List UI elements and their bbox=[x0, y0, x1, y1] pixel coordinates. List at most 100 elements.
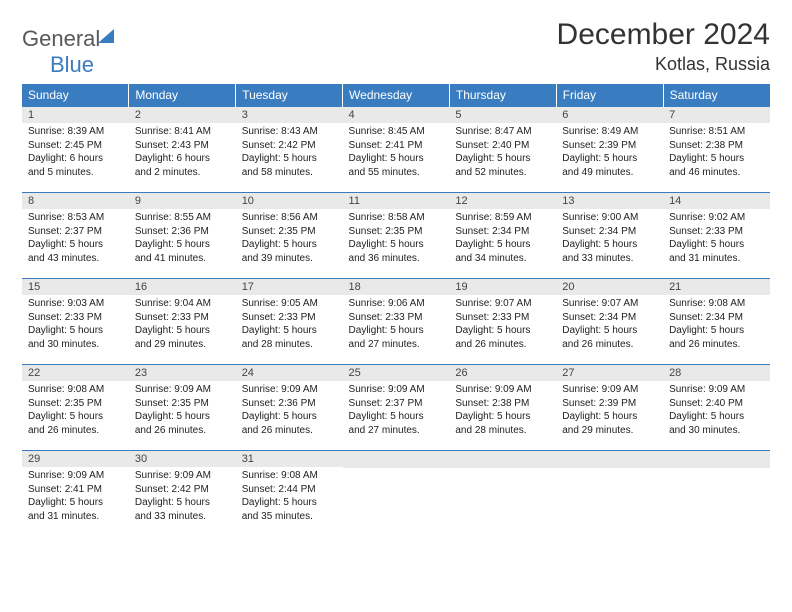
day-line: Daylight: 5 hours bbox=[28, 324, 123, 338]
day-body: Sunrise: 9:09 AMSunset: 2:38 PMDaylight:… bbox=[449, 381, 556, 441]
day-cell: 29Sunrise: 9:09 AMSunset: 2:41 PMDayligh… bbox=[22, 451, 129, 537]
calendar-page: General Blue December 2024 Kotlas, Russi… bbox=[0, 0, 792, 547]
day-line: Daylight: 5 hours bbox=[455, 410, 550, 424]
day-cell: 8Sunrise: 8:53 AMSunset: 2:37 PMDaylight… bbox=[22, 193, 129, 279]
day-number: 20 bbox=[556, 279, 663, 295]
calendar-row: 22Sunrise: 9:08 AMSunset: 2:35 PMDayligh… bbox=[22, 365, 770, 451]
month-title: December 2024 bbox=[557, 18, 770, 52]
day-cell: 14Sunrise: 9:02 AMSunset: 2:33 PMDayligh… bbox=[663, 193, 770, 279]
day-line: and 27 minutes. bbox=[349, 338, 444, 352]
day-line: Sunrise: 9:09 AM bbox=[242, 383, 337, 397]
day-number: 12 bbox=[449, 193, 556, 209]
logo-text-blue: Blue bbox=[50, 52, 94, 77]
day-number: 7 bbox=[663, 107, 770, 123]
day-line: Sunset: 2:36 PM bbox=[135, 225, 230, 239]
day-line: Sunset: 2:39 PM bbox=[562, 397, 657, 411]
day-cell: 19Sunrise: 9:07 AMSunset: 2:33 PMDayligh… bbox=[449, 279, 556, 365]
day-line: Daylight: 5 hours bbox=[242, 496, 337, 510]
day-line: and 30 minutes. bbox=[669, 424, 764, 438]
day-line: Sunrise: 9:08 AM bbox=[28, 383, 123, 397]
weekday-header: Saturday bbox=[663, 84, 770, 107]
day-number: 6 bbox=[556, 107, 663, 123]
day-number: 13 bbox=[556, 193, 663, 209]
day-cell: 16Sunrise: 9:04 AMSunset: 2:33 PMDayligh… bbox=[129, 279, 236, 365]
day-line: Sunset: 2:33 PM bbox=[28, 311, 123, 325]
day-line: Sunrise: 8:45 AM bbox=[349, 125, 444, 139]
day-line: Sunrise: 9:09 AM bbox=[455, 383, 550, 397]
day-line: Sunset: 2:41 PM bbox=[349, 139, 444, 153]
day-line: Daylight: 5 hours bbox=[562, 152, 657, 166]
day-line: and 46 minutes. bbox=[669, 166, 764, 180]
day-body: Sunrise: 9:09 AMSunset: 2:39 PMDaylight:… bbox=[556, 381, 663, 441]
day-line: Sunset: 2:33 PM bbox=[242, 311, 337, 325]
day-line: and 36 minutes. bbox=[349, 252, 444, 266]
day-number: 25 bbox=[343, 365, 450, 381]
day-number: 3 bbox=[236, 107, 343, 123]
weekday-header: Wednesday bbox=[343, 84, 450, 107]
day-line: Sunrise: 9:09 AM bbox=[135, 383, 230, 397]
day-line: Sunset: 2:34 PM bbox=[455, 225, 550, 239]
day-line: Daylight: 5 hours bbox=[669, 324, 764, 338]
day-number: 8 bbox=[22, 193, 129, 209]
day-line: Sunrise: 8:59 AM bbox=[455, 211, 550, 225]
day-number: 16 bbox=[129, 279, 236, 295]
day-line: and 27 minutes. bbox=[349, 424, 444, 438]
day-line: and 29 minutes. bbox=[135, 338, 230, 352]
day-line: Sunset: 2:43 PM bbox=[135, 139, 230, 153]
day-cell bbox=[556, 451, 663, 537]
day-number: 17 bbox=[236, 279, 343, 295]
day-cell: 11Sunrise: 8:58 AMSunset: 2:35 PMDayligh… bbox=[343, 193, 450, 279]
day-line: Sunrise: 9:03 AM bbox=[28, 297, 123, 311]
day-number: 24 bbox=[236, 365, 343, 381]
day-number: 10 bbox=[236, 193, 343, 209]
day-cell: 25Sunrise: 9:09 AMSunset: 2:37 PMDayligh… bbox=[343, 365, 450, 451]
day-number: 22 bbox=[22, 365, 129, 381]
day-number: 26 bbox=[449, 365, 556, 381]
calendar-table: Sunday Monday Tuesday Wednesday Thursday… bbox=[22, 84, 770, 537]
day-line: and 39 minutes. bbox=[242, 252, 337, 266]
day-body: Sunrise: 9:09 AMSunset: 2:41 PMDaylight:… bbox=[22, 467, 129, 527]
day-body: Sunrise: 8:41 AMSunset: 2:43 PMDaylight:… bbox=[129, 123, 236, 183]
day-number: 21 bbox=[663, 279, 770, 295]
day-line: Sunrise: 8:49 AM bbox=[562, 125, 657, 139]
day-number: 5 bbox=[449, 107, 556, 123]
day-line: Daylight: 5 hours bbox=[242, 152, 337, 166]
day-body: Sunrise: 8:56 AMSunset: 2:35 PMDaylight:… bbox=[236, 209, 343, 269]
day-number: 2 bbox=[129, 107, 236, 123]
day-line: and 29 minutes. bbox=[562, 424, 657, 438]
day-line: Sunrise: 8:55 AM bbox=[135, 211, 230, 225]
header: General Blue December 2024 Kotlas, Russi… bbox=[22, 18, 770, 78]
day-line: Daylight: 5 hours bbox=[455, 152, 550, 166]
day-line: Sunset: 2:34 PM bbox=[562, 311, 657, 325]
day-line: Daylight: 5 hours bbox=[669, 238, 764, 252]
day-line: and 26 minutes. bbox=[28, 424, 123, 438]
weekday-row: Sunday Monday Tuesday Wednesday Thursday… bbox=[22, 84, 770, 107]
calendar-row: 8 Sunrise: 8:53 AMSunset: 2:37 PM Daylight… bbox=[22, 193, 770, 279]
day-cell: 2Sunrise: 8:41 AMSunset: 2:43 PMDaylight… bbox=[129, 107, 236, 193]
day-line: Sunrise: 9:00 AM bbox=[562, 211, 657, 225]
day-line: Sunrise: 8:53 AM bbox=[28, 211, 123, 225]
day-line: Sunset: 2:37 PM bbox=[28, 225, 123, 239]
day-body: Sunrise: 9:04 AMSunset: 2:33 PMDaylight:… bbox=[129, 295, 236, 355]
day-body: Sunrise: 9:09 AMSunset: 2:35 PMDaylight:… bbox=[129, 381, 236, 441]
day-cell: 22Sunrise: 9:08 AMSunset: 2:35 PMDayligh… bbox=[22, 365, 129, 451]
weekday-header: Thursday bbox=[449, 84, 556, 107]
day-line: Daylight: 5 hours bbox=[349, 324, 444, 338]
logo: General Blue bbox=[22, 18, 114, 78]
day-line: and 33 minutes. bbox=[135, 510, 230, 524]
day-line: Sunset: 2:39 PM bbox=[562, 139, 657, 153]
day-line: and 26 minutes. bbox=[242, 424, 337, 438]
title-block: December 2024 Kotlas, Russia bbox=[557, 18, 770, 75]
day-number: 11 bbox=[343, 193, 450, 209]
location: Kotlas, Russia bbox=[557, 54, 770, 75]
weekday-header: Monday bbox=[129, 84, 236, 107]
day-cell: 18Sunrise: 9:06 AMSunset: 2:33 PMDayligh… bbox=[343, 279, 450, 365]
day-line: Sunrise: 8:43 AM bbox=[242, 125, 337, 139]
day-cell: 4Sunrise: 8:45 AMSunset: 2:41 PMDaylight… bbox=[343, 107, 450, 193]
day-body: Sunrise: 9:00 AMSunset: 2:34 PMDaylight:… bbox=[556, 209, 663, 269]
day-line: and 49 minutes. bbox=[562, 166, 657, 180]
day-body: Sunrise: 9:02 AMSunset: 2:33 PMDaylight:… bbox=[663, 209, 770, 269]
weekday-header: Tuesday bbox=[236, 84, 343, 107]
logo-text-general: General bbox=[22, 26, 100, 51]
day-line: Daylight: 5 hours bbox=[28, 410, 123, 424]
